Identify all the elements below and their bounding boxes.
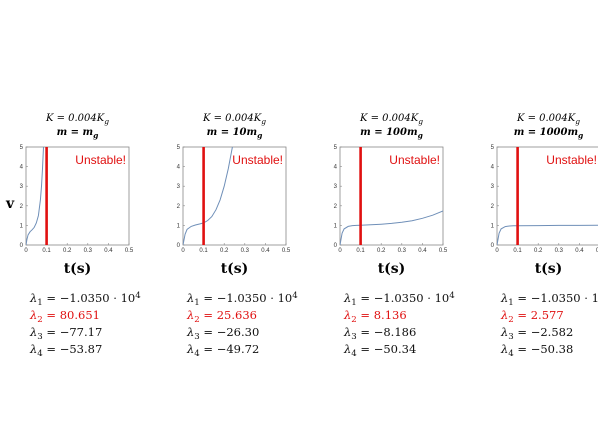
y-tick-label: 3: [491, 184, 495, 190]
eigenvalue-4: λ4​ = −50.38: [500, 342, 573, 359]
y-axis-label: v: [5, 196, 15, 212]
x-tick-label: 0.3: [398, 248, 407, 254]
x-tick-label: 0.3: [241, 248, 250, 254]
eigenvalue-3: λ3​ = −77.17: [29, 325, 102, 342]
y-tick-label: 2: [334, 204, 338, 210]
y-tick-label: 3: [177, 184, 181, 190]
x-tick-label: 0.1: [42, 248, 51, 254]
x-axis-label: t(s): [378, 261, 406, 277]
y-tick-label: 2: [491, 204, 495, 210]
panel-title-m: m = mg​: [57, 127, 99, 140]
x-tick-label: 0.4: [418, 248, 427, 254]
unstable-annotation: Unstable!: [546, 153, 597, 167]
series-line: [183, 147, 233, 245]
x-tick-label: 0.5: [439, 248, 448, 254]
panel-title-k: K = 0.004Kg​: [45, 113, 109, 126]
x-tick-label: 0.5: [596, 248, 598, 254]
x-tick-label: 0.1: [513, 248, 522, 254]
y-tick-label: 0: [334, 243, 338, 249]
x-tick-label: 0.4: [104, 248, 113, 254]
y-tick-label: 1: [334, 223, 338, 229]
panel-title-k: K = 0.004Kg​: [359, 113, 423, 126]
panel-title-m: m = 1000mg​: [514, 127, 584, 140]
y-tick-label: 1: [177, 223, 181, 229]
x-tick-label: 0: [338, 248, 342, 254]
x-tick-label: 0: [181, 248, 185, 254]
unstable-annotation: Unstable!: [75, 153, 126, 167]
x-tick-label: 0.5: [282, 248, 291, 254]
eigenvalue-3: λ3​ = −2.582: [500, 325, 573, 342]
y-tick-label: 5: [334, 145, 338, 151]
eigenvalue-2: λ2​ = 2.577: [500, 308, 564, 325]
y-tick-label: 4: [20, 165, 24, 171]
y-tick-label: 2: [177, 204, 181, 210]
eigenvalue-1: λ1​ = −1.0350 · 104​: [186, 291, 298, 308]
panel-title-m: m = 100mg​: [360, 127, 423, 140]
y-tick-label: 0: [491, 243, 495, 249]
eigenvalue-1: λ1​ = −1.0350 · 104​: [343, 291, 455, 308]
x-tick-label: 0: [24, 248, 28, 254]
plot-frame: [182, 146, 287, 246]
y-tick-label: 0: [20, 243, 24, 249]
y-tick-label: 0: [177, 243, 181, 249]
eigenvalue-3: λ3​ = −8.186: [343, 325, 416, 342]
panel-1: K = 0.004Kg​m = mg​ 0 0.1 0.2 0.3 0.4 0.5 0 1 2 3 4…: [20, 113, 142, 359]
y-tick-label: 5: [20, 145, 24, 151]
x-tick-label: 0.2: [377, 248, 386, 254]
eigenvalue-1: λ1​ = −1.0350 · 104​: [500, 291, 598, 308]
eigenvalue-2: λ2​ = 8.136: [343, 308, 407, 325]
unstable-annotation: Unstable!: [232, 153, 283, 167]
x-tick-label: 0.4: [575, 248, 584, 254]
x-tick-label: 0.1: [356, 248, 365, 254]
x-tick-label: 0.2: [220, 248, 229, 254]
x-tick-label: 0: [495, 248, 499, 254]
x-axis-label: t(s): [64, 261, 92, 277]
y-tick-label: 1: [491, 223, 495, 229]
x-tick-label: 0.2: [63, 248, 72, 254]
panel-4: K = 0.004Kg​m = 1000mg​ 0 0.1 0.2 0.3 0.4 0.5 0…: [491, 113, 598, 359]
x-tick-label: 0.1: [199, 248, 208, 254]
x-tick-label: 0.4: [261, 248, 270, 254]
unstable-annotation: Unstable!: [389, 153, 440, 167]
y-tick-label: 4: [177, 165, 181, 171]
y-tick-label: 5: [177, 145, 181, 151]
y-tick-label: 3: [334, 184, 338, 190]
eigenvalue-4: λ4​ = −50.34: [343, 342, 416, 359]
eigenvalue-1: λ1​ = −1.0350 · 104​: [29, 291, 141, 308]
y-tick-label: 5: [491, 145, 495, 151]
panel-title-m: m = 10mg​: [207, 127, 263, 140]
x-tick-label: 0.3: [84, 248, 93, 254]
x-tick-label: 0.3: [555, 248, 564, 254]
eigenvalue-3: λ3​ = −26.30: [186, 325, 259, 342]
x-axis-label: t(s): [221, 261, 249, 277]
plot-frame: [496, 146, 598, 246]
y-tick-label: 4: [334, 165, 338, 171]
x-tick-label: 0.2: [534, 248, 543, 254]
series-line: [26, 147, 44, 245]
y-tick-label: 1: [20, 223, 24, 229]
x-axis-label: t(s): [535, 261, 563, 277]
eigenvalue-2: λ2​ = 25.636: [186, 308, 257, 325]
plot-frame: [339, 146, 444, 246]
series-line: [340, 210, 443, 245]
y-tick-label: 3: [20, 184, 24, 190]
panel-3: K = 0.004Kg​m = 100mg​ 0 0.1 0.2 0.3 0.4 0.5 0 1…: [334, 113, 456, 359]
x-tick-label: 0.5: [125, 248, 134, 254]
eigenvalue-4: λ4​ = −53.87: [29, 342, 102, 359]
series-line: [497, 224, 598, 245]
eigenvalue-2: λ2​ = 80.651: [29, 308, 100, 325]
panel-2: K = 0.004Kg​m = 10mg​ 0 0.1 0.2 0.3 0.4 0.5 0 1 2…: [177, 113, 299, 359]
eigenvalue-4: λ4​ = −49.72: [186, 342, 259, 359]
y-tick-label: 4: [491, 165, 495, 171]
y-tick-label: 2: [20, 204, 24, 210]
panel-title-k: K = 0.004Kg​: [202, 113, 266, 126]
panel-title-k: K = 0.004Kg​: [516, 113, 580, 126]
